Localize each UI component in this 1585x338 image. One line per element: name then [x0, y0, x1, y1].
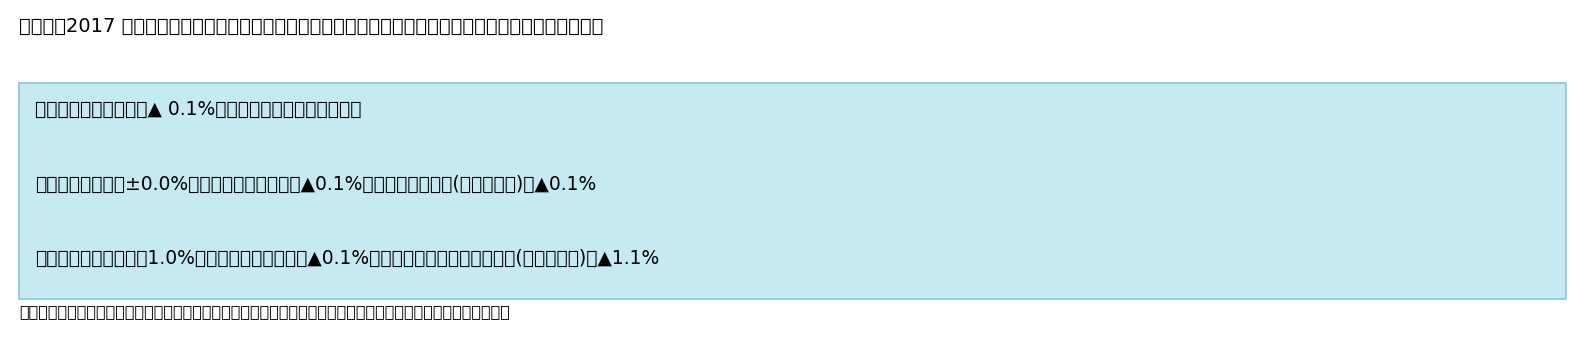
- Text: ・名目の改定率　＝　▲ 0.1%　（プレスリリースに記載）: ・名目の改定率 ＝ ▲ 0.1% （プレスリリースに記載）: [35, 100, 361, 119]
- Text: 図表２　2017 年度の改定における３つの見方　（厚生労働省のプレスリリースを使った大ざっぱな計算）: 図表２ 2017 年度の改定における３つの見方 （厚生労働省のプレスリリースを使…: [19, 17, 604, 36]
- Text: ・実質的な改定率　＋1.0%　＝　名目の改定率　▲0.1%　－　名目手取り賃金変動率(賃金上昇率)　▲1.1%: ・実質的な改定率 ＋1.0% ＝ 名目の改定率 ▲0.1% － 名目手取り賃金変…: [35, 249, 659, 268]
- Text: ・実質の改定率　±0.0%　＝　名目の改定率　▲0.1%　－　物価変動率(物価上昇率)　▲0.1%: ・実質の改定率 ±0.0% ＝ 名目の改定率 ▲0.1% － 物価変動率(物価上…: [35, 175, 596, 194]
- Text: （注１）　厳密には年金額の改定率と物価上昇率や賃金上昇率の対象時期を揃える必要があるが、ここでは捨象。: （注１） 厳密には年金額の改定率と物価上昇率や賃金上昇率の対象時期を揃える必要が…: [19, 304, 510, 319]
- FancyBboxPatch shape: [19, 83, 1566, 299]
